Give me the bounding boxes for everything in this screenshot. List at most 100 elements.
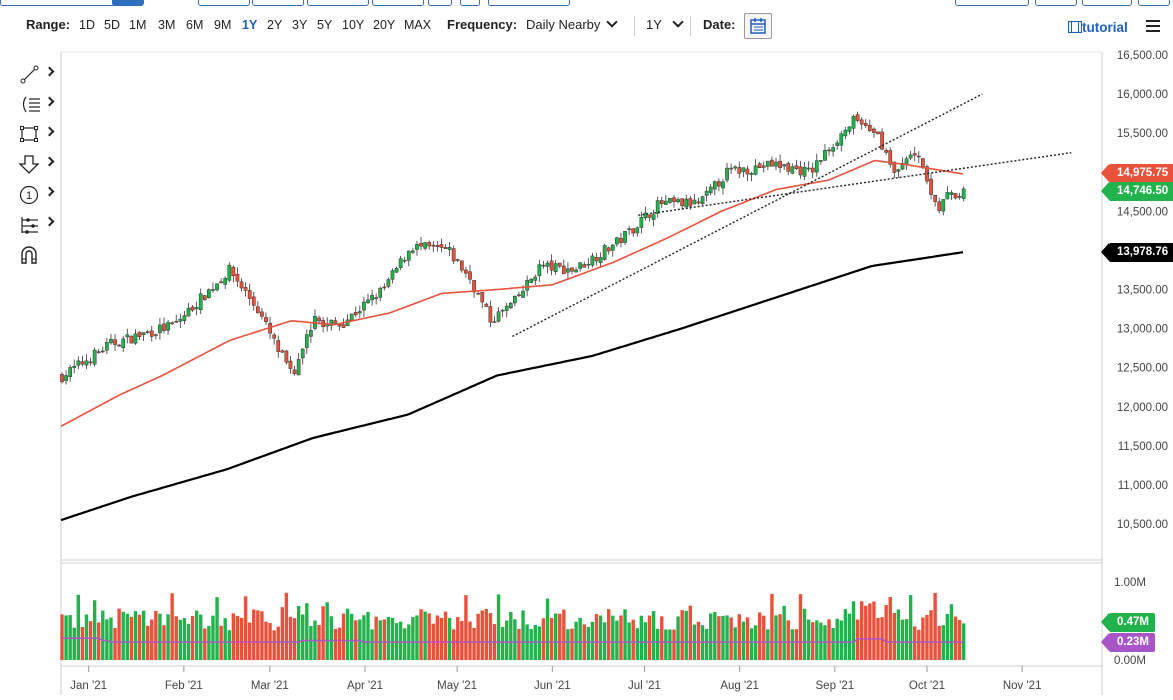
top-tab[interactable] bbox=[488, 0, 570, 6]
top-tab[interactable] bbox=[460, 0, 480, 6]
volume-bar bbox=[811, 622, 815, 660]
volume-bar bbox=[137, 614, 142, 660]
calendar-icon bbox=[750, 18, 766, 34]
tutorial-link[interactable]: tutorial bbox=[1067, 20, 1128, 35]
frequency-dropdown[interactable]: Daily Nearby bbox=[526, 16, 619, 32]
candle-body bbox=[692, 199, 697, 205]
candle-body bbox=[623, 231, 627, 243]
price-tick-label: 10,500.00 bbox=[1117, 519, 1168, 531]
candle-body bbox=[668, 198, 672, 203]
last-price-tag: 14,746.50 bbox=[1100, 182, 1173, 201]
candle-body bbox=[362, 301, 366, 311]
fibonacci-tool[interactable] bbox=[18, 94, 56, 116]
candle-body bbox=[610, 244, 615, 251]
top-tab[interactable] bbox=[112, 0, 144, 6]
volume-bar bbox=[488, 613, 493, 660]
measure-tool[interactable] bbox=[18, 214, 56, 236]
volume-bar bbox=[757, 612, 762, 660]
hamburger-menu-icon[interactable] bbox=[1146, 20, 1160, 32]
range-5y[interactable]: 5Y bbox=[317, 18, 333, 32]
candle-body bbox=[529, 278, 534, 283]
range-max[interactable]: MAX bbox=[404, 18, 432, 32]
top-tab[interactable] bbox=[1082, 0, 1132, 6]
volume-bar bbox=[105, 619, 109, 660]
range-9m[interactable]: 9M bbox=[214, 18, 232, 32]
candle-body bbox=[688, 198, 693, 207]
volume-bar bbox=[676, 616, 680, 660]
candle-body bbox=[137, 331, 142, 337]
candle-body bbox=[504, 305, 509, 311]
candle-body bbox=[357, 311, 362, 314]
volume-bar bbox=[411, 617, 415, 660]
candle-body bbox=[394, 268, 399, 273]
candle-body bbox=[912, 153, 917, 156]
candle-body bbox=[594, 257, 599, 262]
volume-bar bbox=[737, 614, 741, 660]
volume-bar bbox=[655, 628, 660, 660]
candle-body bbox=[296, 359, 301, 376]
candle-body bbox=[386, 279, 391, 287]
range-3y[interactable]: 3Y bbox=[292, 18, 308, 32]
range-5d[interactable]: 5D bbox=[104, 18, 120, 32]
candle-body bbox=[717, 181, 721, 187]
magnet-tool[interactable] bbox=[18, 244, 56, 266]
volume-bar bbox=[847, 613, 852, 660]
range-1d[interactable]: 1D bbox=[79, 18, 95, 32]
top-tab[interactable] bbox=[372, 0, 424, 6]
top-tab[interactable] bbox=[1138, 0, 1170, 6]
candle-body bbox=[635, 227, 640, 234]
volume-bar bbox=[182, 618, 187, 660]
volume-bar bbox=[468, 621, 472, 660]
candle-body bbox=[880, 131, 884, 150]
arrow-tool[interactable] bbox=[18, 154, 56, 176]
range-10y[interactable]: 10Y bbox=[342, 18, 365, 32]
rectangle-tool[interactable] bbox=[18, 124, 56, 146]
volume-bar bbox=[190, 615, 195, 660]
top-tab[interactable] bbox=[307, 0, 369, 6]
top-tab[interactable] bbox=[1035, 0, 1077, 6]
top-tab[interactable] bbox=[252, 0, 304, 6]
volume-bar bbox=[586, 626, 591, 660]
top-tab[interactable] bbox=[198, 0, 250, 6]
magnet-icon bbox=[21, 246, 37, 264]
volume-bar bbox=[60, 614, 64, 660]
volume-bar bbox=[362, 615, 366, 660]
volume-bar bbox=[578, 617, 582, 660]
period-dropdown[interactable]: 1Y bbox=[646, 16, 684, 32]
candle-body bbox=[280, 350, 285, 353]
candle-body bbox=[390, 270, 395, 280]
range-1y[interactable]: 1Y bbox=[242, 18, 258, 32]
candle-body bbox=[876, 131, 880, 134]
candle-body bbox=[725, 167, 729, 181]
volume-bar bbox=[276, 626, 280, 660]
price-tick-label: 11,500.00 bbox=[1118, 441, 1168, 453]
top-tab[interactable] bbox=[955, 0, 1029, 6]
volume-bar bbox=[341, 613, 346, 660]
volume-bar bbox=[472, 627, 476, 660]
candle-body bbox=[745, 168, 750, 175]
volume-bar bbox=[496, 594, 501, 660]
volume-bar bbox=[562, 609, 566, 660]
volume-average-tag: 0.23M bbox=[1101, 633, 1155, 652]
trendline-neckline[interactable] bbox=[638, 152, 1072, 216]
number-marker-tool[interactable]: 1 bbox=[18, 184, 56, 206]
trendline-tool[interactable] bbox=[18, 64, 56, 86]
volume-bar bbox=[623, 609, 627, 660]
trendline-rising[interactable] bbox=[512, 93, 983, 338]
range-20y[interactable]: 20Y bbox=[373, 18, 396, 32]
candle-body bbox=[553, 263, 558, 272]
time-tick-label: Jul '21 bbox=[628, 680, 661, 692]
range-3m[interactable]: 3M bbox=[158, 18, 176, 32]
volume-bar bbox=[382, 619, 387, 660]
candle-body bbox=[696, 201, 701, 204]
top-tab[interactable] bbox=[428, 0, 452, 6]
candle-body bbox=[366, 299, 370, 304]
range-2y[interactable]: 2Y bbox=[267, 18, 283, 32]
range-6m[interactable]: 6M bbox=[186, 18, 204, 32]
range-1m[interactable]: 1M bbox=[129, 18, 147, 32]
candle-body bbox=[643, 212, 648, 219]
volume-bar bbox=[403, 628, 407, 660]
volume-bar bbox=[88, 621, 93, 660]
calendar-button[interactable] bbox=[744, 13, 772, 39]
